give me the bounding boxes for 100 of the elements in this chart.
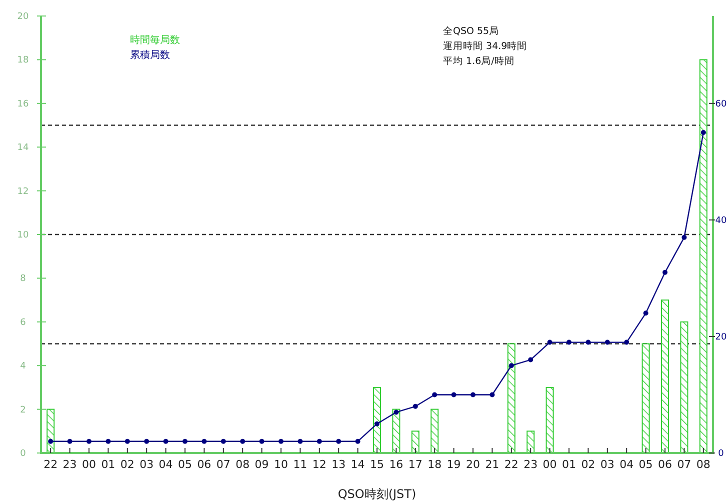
x-tick-label: 00: [82, 458, 96, 471]
x-tick-label: 05: [638, 458, 653, 471]
point: [700, 130, 706, 136]
bar: [392, 408, 400, 454]
point: [682, 234, 687, 240]
y-tick-label: 2: [20, 405, 26, 416]
point: [106, 438, 111, 444]
point: [490, 392, 495, 398]
y-tick-label: 8: [20, 274, 26, 284]
x-tick-label: 03: [600, 458, 614, 471]
x-tick-label: 21: [485, 458, 500, 471]
x-tick-label: 15: [370, 458, 384, 471]
bar: [661, 300, 669, 454]
point: [528, 357, 534, 362]
point: [412, 404, 418, 409]
x-tick-label: 22: [504, 458, 518, 471]
point: [662, 270, 668, 275]
y-tick-label: 20: [17, 12, 29, 22]
x-tick-label: 18: [428, 458, 442, 471]
point: [144, 438, 150, 444]
y2-tick-label: 40: [715, 216, 727, 226]
point: [67, 438, 72, 444]
point: [394, 410, 399, 415]
x-tick-label: 09: [254, 458, 269, 471]
bar: [507, 343, 516, 454]
point: [374, 421, 380, 426]
x-tick-label: 12: [312, 458, 326, 471]
bar: [680, 321, 688, 454]
point: [336, 438, 342, 444]
x-tick-label: 04: [620, 458, 634, 471]
x-tick-label: 11: [293, 458, 308, 471]
y-tick-label: 14: [17, 143, 29, 154]
point: [508, 363, 514, 368]
y-tick-label: 18: [17, 56, 29, 66]
point: [624, 340, 630, 345]
y-tick-label: 16: [17, 99, 29, 110]
annotation: 全QSO 55局: [443, 25, 500, 37]
bar: [699, 59, 708, 454]
bar: [546, 386, 554, 454]
point: [566, 340, 572, 345]
point: [643, 310, 648, 316]
x-tick-label: 01: [101, 458, 116, 471]
point: [278, 438, 284, 444]
x-tick-label: 05: [178, 458, 192, 471]
x-tick-label: 07: [677, 458, 692, 471]
y2-tick-label: 20: [715, 332, 727, 342]
x-tick-label: 02: [120, 458, 134, 471]
x-tick-label: 13: [332, 458, 346, 471]
point: [355, 438, 360, 444]
bar: [642, 343, 650, 454]
y2-tick-label: 0: [718, 449, 724, 459]
x-tick-label: 16: [389, 458, 404, 471]
x-tick-label: 14: [350, 458, 365, 471]
point: [163, 438, 168, 444]
x-tick-label: 01: [562, 458, 576, 471]
x-tick-label: 08: [696, 458, 710, 471]
x-tick-label: 04: [158, 458, 173, 471]
x-tick-label: 17: [408, 458, 422, 471]
y-tick-label: 0: [20, 449, 26, 459]
y-tick-label: 12: [17, 186, 29, 197]
x-tick-label: 20: [466, 458, 480, 471]
point: [432, 392, 438, 398]
bar: [46, 408, 55, 454]
x-tick-label: 22: [44, 458, 58, 471]
x-tick-label: 19: [446, 458, 461, 471]
point: [451, 392, 456, 398]
bar: [411, 430, 420, 454]
x-tick-label: 00: [542, 458, 557, 471]
point: [220, 438, 226, 444]
point: [586, 340, 591, 345]
annotation: 平均 1.6局/時間: [443, 55, 514, 67]
point: [182, 438, 188, 444]
point: [547, 340, 552, 345]
annotation: 運用時間 34.9時間: [443, 40, 528, 52]
x-tick-label: 02: [581, 458, 596, 471]
point: [604, 340, 610, 345]
x-tick-label: 08: [236, 458, 250, 471]
x-tick-label: 23: [62, 458, 77, 471]
point: [259, 438, 264, 444]
point: [240, 438, 246, 444]
y-tick-label: 6: [20, 318, 26, 328]
point: [124, 438, 130, 444]
bar: [526, 430, 535, 454]
bar: [373, 386, 381, 454]
x-tick-label: 23: [524, 458, 538, 471]
point: [86, 438, 92, 444]
x-tick-label: 07: [216, 458, 230, 471]
x-tick-label: 10: [274, 458, 288, 471]
point: [202, 438, 207, 444]
y2-tick-label: 60: [715, 99, 727, 110]
point: [48, 438, 54, 444]
y-tick-label: 10: [17, 230, 29, 240]
point: [470, 392, 476, 398]
point: [316, 438, 322, 444]
legend: 時間毎局数 累積局数: [130, 35, 180, 61]
x-tick-label: 06: [197, 458, 212, 471]
point: [298, 438, 303, 444]
bar: [430, 408, 439, 454]
y-tick-label: 4: [20, 362, 26, 372]
x-axis-title: QSO時刻(JST): [338, 487, 416, 501]
